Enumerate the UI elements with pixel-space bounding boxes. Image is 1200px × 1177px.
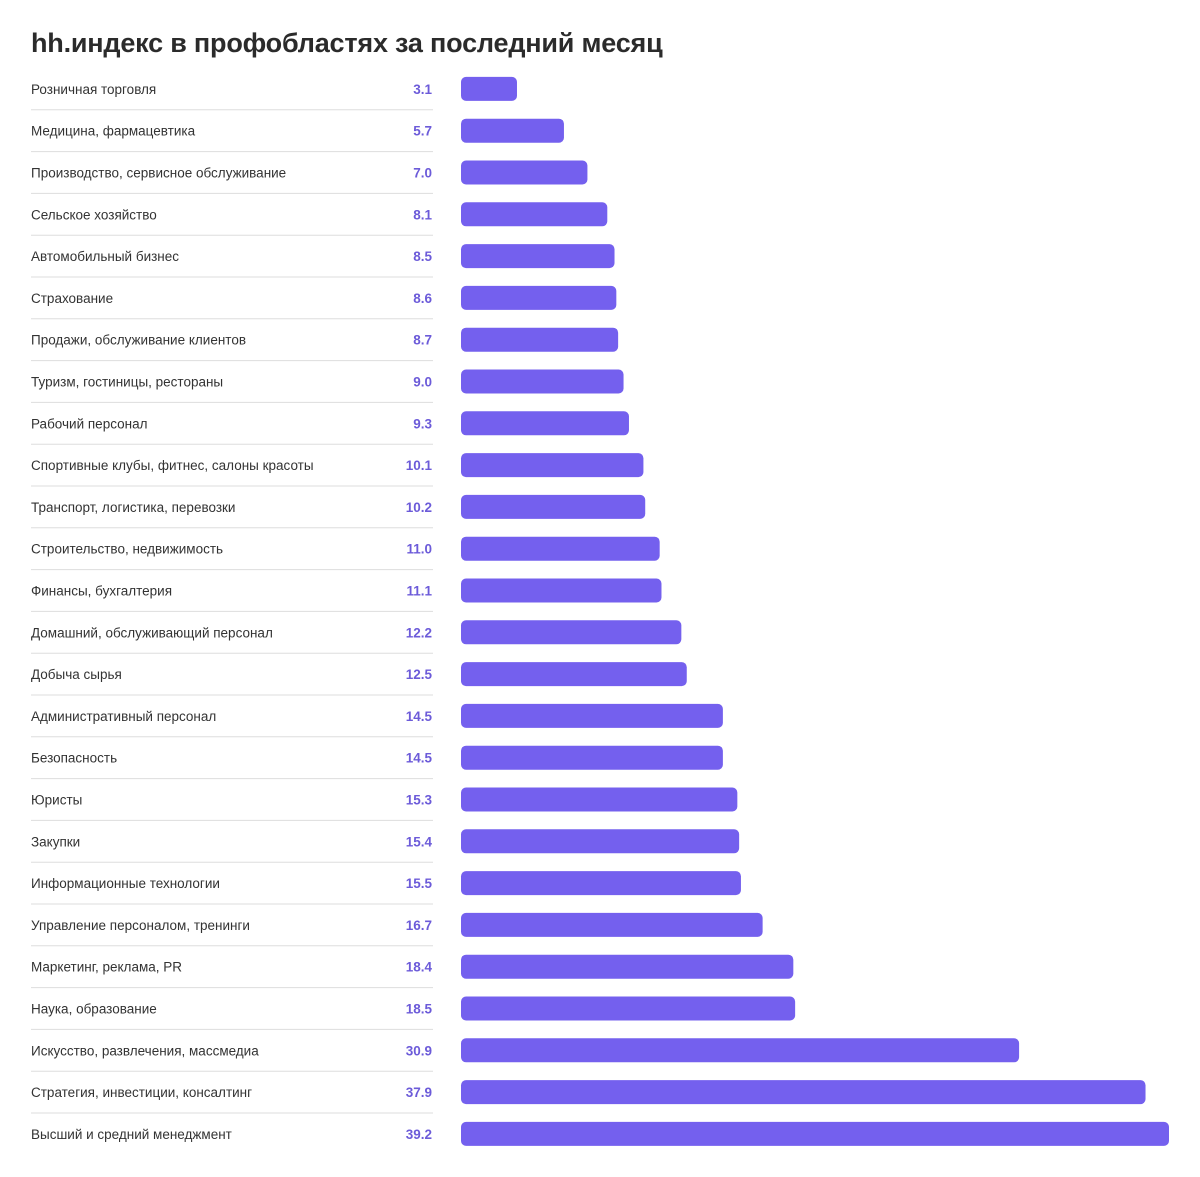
bar — [461, 829, 740, 854]
category-label: Безопасность — [31, 751, 117, 766]
bar — [461, 285, 617, 310]
category-label: Искусство, развлечения, массмедиа — [31, 1043, 259, 1058]
category-label: Туризм, гостиницы, рестораны — [31, 375, 223, 390]
category-label: Рабочий персонал — [31, 416, 147, 431]
bar — [461, 160, 588, 185]
category-label: Сельское хозяйство — [31, 207, 157, 222]
value-label: 16.7 — [406, 918, 432, 933]
bar — [461, 787, 738, 812]
category-label: Транспорт, логистика, перевозки — [31, 500, 235, 515]
bar — [461, 871, 741, 896]
bar — [461, 996, 796, 1021]
bar — [461, 494, 646, 519]
bar — [461, 703, 723, 728]
category-label: Добыча сырья — [31, 667, 122, 682]
value-label: 8.7 — [413, 333, 432, 348]
category-label: Высший и средний менеджмент — [31, 1127, 232, 1142]
category-label: Домашний, обслуживающий персонал — [31, 625, 273, 640]
category-label: Страхование — [31, 291, 113, 306]
value-label: 11.0 — [406, 542, 432, 557]
value-label: 10.2 — [406, 500, 432, 515]
category-label: Автомобильный бизнес — [31, 249, 179, 264]
value-label: 10.1 — [406, 458, 433, 473]
bar — [461, 76, 517, 101]
category-label: Розничная торговля — [31, 82, 156, 97]
value-label: 18.4 — [406, 960, 433, 975]
category-label: Медицина, фармацевтика — [31, 124, 196, 139]
value-label: 39.2 — [406, 1127, 432, 1142]
value-label: 9.3 — [413, 416, 432, 431]
category-label: Наука, образование — [31, 1002, 157, 1017]
bar — [461, 369, 624, 394]
category-label: Продажи, обслуживание клиентов — [31, 333, 246, 348]
category-label: Спортивные клубы, фитнес, салоны красоты — [31, 458, 314, 473]
bar — [461, 1121, 1169, 1146]
category-label: Строительство, недвижимость — [31, 542, 223, 557]
bar — [461, 411, 629, 436]
value-label: 30.9 — [406, 1043, 432, 1058]
bar — [461, 1038, 1020, 1063]
category-label: Стратегия, инвестиции, консалтинг — [31, 1085, 252, 1100]
value-label: 8.1 — [413, 207, 432, 222]
category-label: Закупки — [31, 834, 80, 849]
category-label: Производство, сервисное обслуживание — [31, 166, 286, 181]
category-label: Информационные технологии — [31, 876, 220, 891]
category-label: Управление персоналом, тренинги — [31, 918, 250, 933]
chart-title: hh.индекс в профобластях за последний ме… — [31, 28, 663, 58]
bar — [461, 202, 608, 227]
value-label: 12.5 — [406, 667, 433, 682]
category-label: Финансы, бухгалтерия — [31, 584, 172, 599]
value-label: 8.6 — [413, 291, 432, 306]
bar — [461, 954, 794, 979]
bar — [461, 1080, 1146, 1105]
bar — [461, 578, 662, 603]
value-label: 5.7 — [413, 124, 432, 139]
value-label: 7.0 — [413, 166, 432, 181]
value-label: 37.9 — [406, 1085, 432, 1100]
value-label: 14.5 — [406, 751, 433, 766]
value-label: 8.5 — [413, 249, 432, 264]
value-label: 3.1 — [413, 82, 432, 97]
bar — [461, 662, 687, 687]
value-label: 11.1 — [406, 584, 432, 599]
bar — [461, 118, 564, 143]
bar — [461, 912, 763, 937]
category-label: Административный персонал — [31, 709, 216, 724]
value-label: 15.4 — [406, 834, 433, 849]
value-label: 14.5 — [406, 709, 433, 724]
bar — [461, 453, 644, 478]
bar — [461, 745, 723, 770]
value-label: 15.5 — [406, 876, 433, 891]
bar — [461, 536, 660, 561]
bar — [461, 327, 619, 352]
category-label: Маркетинг, реклама, PR — [31, 960, 182, 975]
bar — [461, 244, 615, 269]
value-label: 9.0 — [413, 375, 432, 390]
value-label: 18.5 — [406, 1002, 433, 1017]
value-label: 12.2 — [406, 625, 432, 640]
category-label: Юристы — [31, 793, 82, 808]
value-label: 15.3 — [406, 793, 433, 808]
bar — [461, 620, 682, 645]
